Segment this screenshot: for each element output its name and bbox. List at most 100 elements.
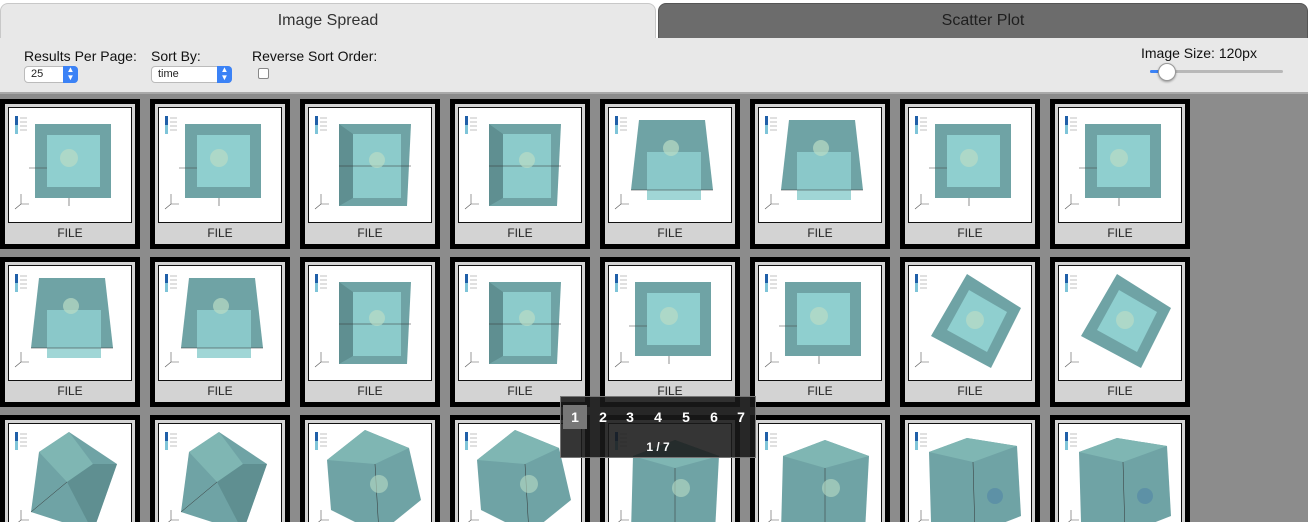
thumbnail-image[interactable] bbox=[308, 423, 432, 522]
card-frame: FILE bbox=[1055, 262, 1185, 402]
card-frame: FILE bbox=[155, 104, 285, 244]
thumbnail-image[interactable] bbox=[158, 107, 282, 223]
thumbnail-image[interactable] bbox=[458, 107, 582, 223]
thumbnail-image[interactable] bbox=[758, 423, 882, 522]
image-card[interactable]: FILE bbox=[1050, 99, 1190, 249]
image-card[interactable]: FILE bbox=[300, 415, 440, 522]
thumbnail-image[interactable] bbox=[1058, 423, 1182, 522]
image-card[interactable]: FILE bbox=[900, 99, 1040, 249]
card-frame: FILE bbox=[305, 262, 435, 402]
tab-image-spread[interactable]: Image Spread bbox=[0, 3, 656, 38]
image-card[interactable]: FILE bbox=[0, 415, 140, 522]
thumbnail-image[interactable] bbox=[758, 107, 882, 223]
slider-thumb[interactable] bbox=[1158, 63, 1176, 81]
sort-by-value: time bbox=[158, 68, 179, 80]
cube-render-icon bbox=[14, 116, 111, 210]
card-label: FILE bbox=[357, 384, 383, 398]
thumbnail-image[interactable] bbox=[1058, 107, 1182, 223]
page-link-4[interactable]: 4 bbox=[654, 409, 662, 425]
card-label: FILE bbox=[357, 226, 383, 240]
thumbnail-image[interactable] bbox=[908, 423, 1032, 522]
image-card[interactable]: FILE bbox=[600, 257, 740, 407]
image-card[interactable]: FILE bbox=[750, 99, 890, 249]
card-label: FILE bbox=[1107, 226, 1133, 240]
cube-render-icon bbox=[914, 116, 1011, 210]
cube-render-icon bbox=[614, 274, 711, 368]
card-label: FILE bbox=[1107, 384, 1133, 398]
card-frame: FILE bbox=[605, 262, 735, 402]
thumbnail-image[interactable] bbox=[608, 107, 732, 223]
card-frame: FILE bbox=[755, 420, 885, 522]
image-card[interactable]: FILE bbox=[150, 257, 290, 407]
thumbnail-image[interactable] bbox=[908, 107, 1032, 223]
image-card[interactable]: FILE bbox=[0, 99, 140, 249]
sort-by-select[interactable]: time ▲ ▼ bbox=[151, 66, 232, 83]
image-card[interactable]: FILE bbox=[450, 99, 590, 249]
thumbnail-image[interactable] bbox=[158, 265, 282, 381]
cube-render-icon bbox=[614, 116, 713, 210]
cube-render-icon bbox=[15, 432, 117, 522]
thumbnail-image[interactable] bbox=[8, 107, 132, 223]
card-label: FILE bbox=[57, 226, 83, 240]
results-per-page-select[interactable]: 25 ▲ ▼ bbox=[24, 66, 78, 83]
image-card[interactable]: FILE bbox=[1050, 415, 1190, 522]
image-card[interactable]: FILE bbox=[1050, 257, 1190, 407]
page-link-2[interactable]: 2 bbox=[599, 409, 607, 425]
cube-render-icon bbox=[765, 432, 869, 522]
image-card[interactable]: FILE bbox=[300, 257, 440, 407]
card-frame: FILE bbox=[305, 420, 435, 522]
results-per-page-label: Results Per Page: bbox=[24, 48, 137, 64]
card-frame: FILE bbox=[5, 104, 135, 244]
thumbnail-image[interactable] bbox=[458, 265, 582, 381]
page-link-5[interactable]: 5 bbox=[682, 409, 690, 425]
thumbnail-image[interactable] bbox=[908, 265, 1032, 381]
image-card[interactable]: FILE bbox=[0, 257, 140, 407]
image-card[interactable]: FILE bbox=[300, 99, 440, 249]
card-label: FILE bbox=[807, 384, 833, 398]
card-frame: FILE bbox=[1055, 104, 1185, 244]
page-link-6[interactable]: 6 bbox=[710, 409, 718, 425]
cube-render-icon bbox=[164, 116, 261, 210]
select-arrow-icon: ▲ ▼ bbox=[217, 66, 232, 83]
cube-render-icon bbox=[764, 116, 863, 210]
card-frame: FILE bbox=[155, 420, 285, 522]
image-spread-grid: FILE FILE FILE FILE FILE FILE FILE FILE FILE FILE… bbox=[0, 94, 1308, 522]
image-card[interactable]: FILE bbox=[150, 415, 290, 522]
card-frame: FILE bbox=[755, 104, 885, 244]
tab-scatter-plot[interactable]: Scatter Plot bbox=[658, 3, 1308, 38]
thumbnail-image[interactable] bbox=[458, 423, 582, 522]
image-card[interactable]: FILE bbox=[450, 257, 590, 407]
card-frame: FILE bbox=[605, 104, 735, 244]
cube-render-icon bbox=[165, 432, 267, 522]
page-link-7[interactable]: 7 bbox=[737, 409, 745, 425]
controls-bar: Results Per Page: 25 ▲ ▼ Sort By: time ▲ ▼… bbox=[0, 38, 1308, 94]
thumbnail-image[interactable] bbox=[608, 265, 732, 381]
thumbnail-image[interactable] bbox=[1058, 265, 1182, 381]
cube-render-icon bbox=[1064, 274, 1171, 368]
image-card[interactable]: FILE bbox=[900, 415, 1040, 522]
reverse-sort-checkbox[interactable] bbox=[258, 68, 269, 79]
thumbnail-image[interactable] bbox=[8, 423, 132, 522]
thumbnail-image[interactable] bbox=[308, 265, 432, 381]
cube-render-icon bbox=[464, 116, 561, 210]
image-card[interactable]: FILE bbox=[750, 415, 890, 522]
card-label: FILE bbox=[207, 384, 233, 398]
card-frame: FILE bbox=[905, 104, 1035, 244]
card-label: FILE bbox=[207, 226, 233, 240]
image-card[interactable]: FILE bbox=[750, 257, 890, 407]
image-size-slider[interactable] bbox=[1150, 63, 1283, 81]
image-card[interactable]: FILE bbox=[600, 99, 740, 249]
cube-render-icon bbox=[464, 274, 561, 368]
image-card[interactable]: FILE bbox=[900, 257, 1040, 407]
thumbnail-image[interactable] bbox=[158, 423, 282, 522]
card-frame: FILE bbox=[755, 262, 885, 402]
card-frame: FILE bbox=[5, 420, 135, 522]
image-card[interactable]: FILE bbox=[150, 99, 290, 249]
page-link-3[interactable]: 3 bbox=[626, 409, 634, 425]
card-frame: FILE bbox=[305, 104, 435, 244]
thumbnail-image[interactable] bbox=[758, 265, 882, 381]
thumbnail-image[interactable] bbox=[8, 265, 132, 381]
page-link-1[interactable]: 1 bbox=[563, 405, 587, 429]
thumbnail-image[interactable] bbox=[308, 107, 432, 223]
cube-render-icon bbox=[315, 430, 421, 522]
